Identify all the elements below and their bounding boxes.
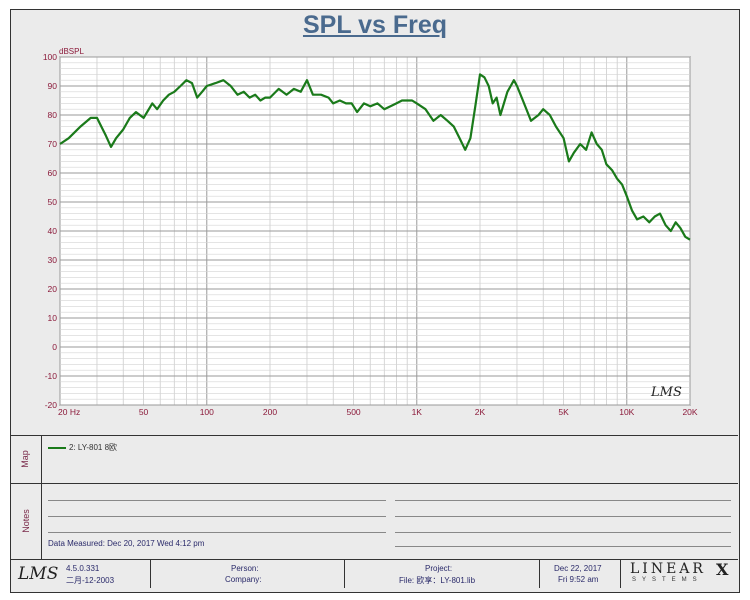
x-tick-label: 50 [139,407,149,417]
footer-project-cell: Project: File: 欧享：LY-801.lib [345,560,540,588]
note-line [48,532,386,533]
note-line [395,516,731,517]
x-tick-label: 100 [200,407,214,417]
project: Project: [425,564,453,573]
y-tick-label: 0 [52,342,57,352]
footer-date-cell: Dec 22, 2017 Fri 9:52 am [540,560,621,588]
note-line [395,532,731,533]
map-section [10,435,738,483]
x-tick-label: 1K [412,407,423,417]
y-tick-label: 30 [48,255,58,265]
y-tick-label: 90 [48,81,58,91]
y-tick-label: -10 [45,371,58,381]
note-line [395,500,731,501]
x-tick-label: 20K [682,407,697,417]
x-tick-label: 5K [558,407,569,417]
map-label: Map [20,450,30,468]
series-line-ly801 [59,73,691,241]
company: Company: [225,575,262,584]
y-axis-label: dBSPL [59,47,84,56]
chart-title: SPL vs Freq [302,11,448,39]
y-tick-label: 10 [48,313,58,323]
x-tick-label: 10K [619,407,634,417]
note-line [48,500,386,501]
file: File: 欧享：LY-801.lib [399,576,476,585]
brand-x: X [716,560,729,579]
map-sidebar: Map [10,436,42,483]
y-tick-label: 40 [48,226,58,236]
data-measured: Data Measured: Dec 20, 2017 Wed 4:12 pm [48,539,205,548]
brand-name: LINEAR [630,561,706,577]
time: Fri 9:52 am [558,575,599,584]
footer-version-cell: LMS 4.5.0.331 二月-12-2003 [10,560,151,588]
lms-watermark: LMS [650,385,682,400]
y-tick-label: -20 [45,400,58,410]
brand-sub: SYSTEMS [632,577,703,583]
x-tick-label: 20 Hz [58,407,80,417]
footer-section [10,559,738,592]
notes-label: Notes [21,509,31,533]
x-tick-label: 2K [475,407,486,417]
footer-person-cell: Person: Company: [151,560,345,588]
lms-logo: LMS [18,564,59,584]
linearx-logo: LINEAR X SYSTEMS [628,560,736,587]
y-tick-label: 60 [48,168,58,178]
grid [59,56,691,406]
y-tick-label: 50 [48,197,58,207]
version: 4.5.0.331 [66,564,100,573]
legend-swatch [48,447,66,449]
note-line [395,546,731,547]
y-tick-label: 100 [43,52,57,62]
version-date: 二月-12-2003 [66,576,115,585]
notes-section [10,483,738,560]
note-line [48,516,386,517]
person: Person: [231,564,259,573]
y-tick-label: 20 [48,284,58,294]
date: Dec 22, 2017 [554,564,602,573]
notes-sidebar: Notes [10,484,42,560]
x-tick-label: 200 [263,407,277,417]
y-tick-label: 80 [48,110,58,120]
legend-label[interactable]: 2: LY-801 8欧 [69,443,118,452]
y-tick-label: 70 [48,139,58,149]
x-tick-label: 500 [346,407,360,417]
